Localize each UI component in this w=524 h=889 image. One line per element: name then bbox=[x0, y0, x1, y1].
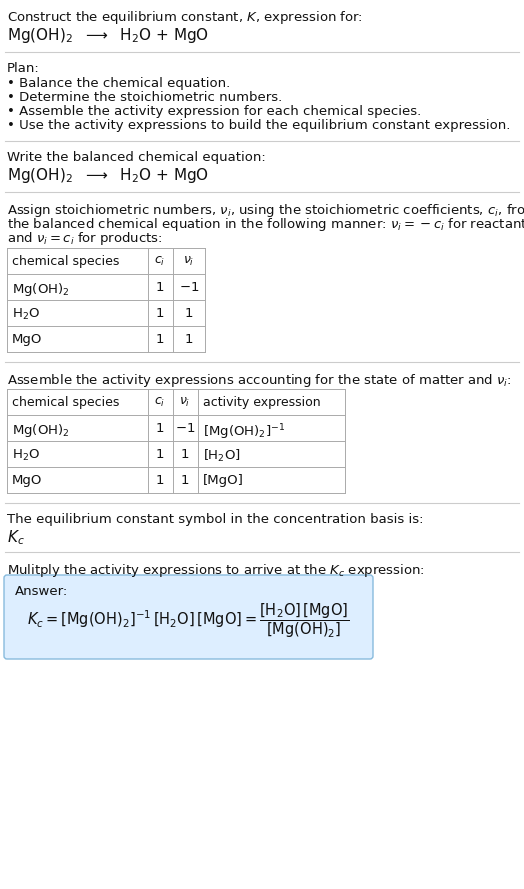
Text: MgO: MgO bbox=[12, 333, 42, 346]
Text: [H$_2$O]: [H$_2$O] bbox=[203, 448, 241, 464]
Text: • Assemble the activity expression for each chemical species.: • Assemble the activity expression for e… bbox=[7, 105, 421, 118]
Text: 1: 1 bbox=[156, 333, 164, 346]
Text: $-1$: $-1$ bbox=[179, 281, 199, 294]
Text: Mg(OH)$_2$: Mg(OH)$_2$ bbox=[12, 422, 70, 439]
Text: $c_i$: $c_i$ bbox=[155, 255, 166, 268]
Text: Assign stoichiometric numbers, $\nu_i$, using the stoichiometric coefficients, $: Assign stoichiometric numbers, $\nu_i$, … bbox=[7, 202, 524, 219]
Text: H$_2$O: H$_2$O bbox=[12, 448, 40, 463]
Text: 1: 1 bbox=[185, 333, 193, 346]
Text: $c_i$: $c_i$ bbox=[155, 396, 166, 409]
FancyBboxPatch shape bbox=[4, 575, 373, 659]
Text: H$_2$O: H$_2$O bbox=[12, 307, 40, 322]
Text: [Mg(OH)$_2$]$^{-1}$: [Mg(OH)$_2$]$^{-1}$ bbox=[203, 422, 285, 442]
Text: Plan:: Plan: bbox=[7, 62, 40, 75]
Text: Mg(OH)$_2$: Mg(OH)$_2$ bbox=[12, 281, 70, 298]
Text: activity expression: activity expression bbox=[203, 396, 321, 409]
Text: 1: 1 bbox=[181, 474, 189, 487]
Text: Mulitply the activity expressions to arrive at the $K_c$ expression:: Mulitply the activity expressions to arr… bbox=[7, 562, 425, 579]
Text: [MgO]: [MgO] bbox=[203, 474, 244, 487]
Text: Assemble the activity expressions accounting for the state of matter and $\nu_i$: Assemble the activity expressions accoun… bbox=[7, 372, 512, 389]
Text: 1: 1 bbox=[185, 307, 193, 320]
Text: 1: 1 bbox=[156, 422, 164, 435]
Text: • Use the activity expressions to build the equilibrium constant expression.: • Use the activity expressions to build … bbox=[7, 119, 510, 132]
Text: MgO: MgO bbox=[12, 474, 42, 487]
Text: Mg(OH)$_2$  $\longrightarrow$  H$_2$O + MgO: Mg(OH)$_2$ $\longrightarrow$ H$_2$O + Mg… bbox=[7, 166, 209, 185]
Text: 1: 1 bbox=[181, 448, 189, 461]
Text: $\nu_i$: $\nu_i$ bbox=[183, 255, 195, 268]
Text: • Balance the chemical equation.: • Balance the chemical equation. bbox=[7, 77, 230, 90]
Text: • Determine the stoichiometric numbers.: • Determine the stoichiometric numbers. bbox=[7, 91, 282, 104]
Text: $K_c = [\mathrm{Mg(OH)_2}]^{-1}\,[\mathrm{H_2O}]\,[\mathrm{MgO}] = \dfrac{[\math: $K_c = [\mathrm{Mg(OH)_2}]^{-1}\,[\mathr… bbox=[27, 601, 350, 639]
Text: 1: 1 bbox=[156, 307, 164, 320]
Text: 1: 1 bbox=[156, 474, 164, 487]
Text: the balanced chemical equation in the following manner: $\nu_i = -c_i$ for react: the balanced chemical equation in the fo… bbox=[7, 216, 524, 233]
Text: $\nu_i$: $\nu_i$ bbox=[179, 396, 191, 409]
Text: Mg(OH)$_2$  $\longrightarrow$  H$_2$O + MgO: Mg(OH)$_2$ $\longrightarrow$ H$_2$O + Mg… bbox=[7, 26, 209, 45]
Text: The equilibrium constant symbol in the concentration basis is:: The equilibrium constant symbol in the c… bbox=[7, 513, 423, 526]
Text: 1: 1 bbox=[156, 448, 164, 461]
Text: Write the balanced chemical equation:: Write the balanced chemical equation: bbox=[7, 151, 266, 164]
Text: and $\nu_i = c_i$ for products:: and $\nu_i = c_i$ for products: bbox=[7, 230, 162, 247]
Text: $-1$: $-1$ bbox=[175, 422, 195, 435]
Text: Answer:: Answer: bbox=[15, 585, 68, 598]
Text: chemical species: chemical species bbox=[12, 255, 119, 268]
Text: $K_c$: $K_c$ bbox=[7, 528, 25, 547]
Text: 1: 1 bbox=[156, 281, 164, 294]
Text: chemical species: chemical species bbox=[12, 396, 119, 409]
Text: Construct the equilibrium constant, $K$, expression for:: Construct the equilibrium constant, $K$,… bbox=[7, 9, 363, 26]
